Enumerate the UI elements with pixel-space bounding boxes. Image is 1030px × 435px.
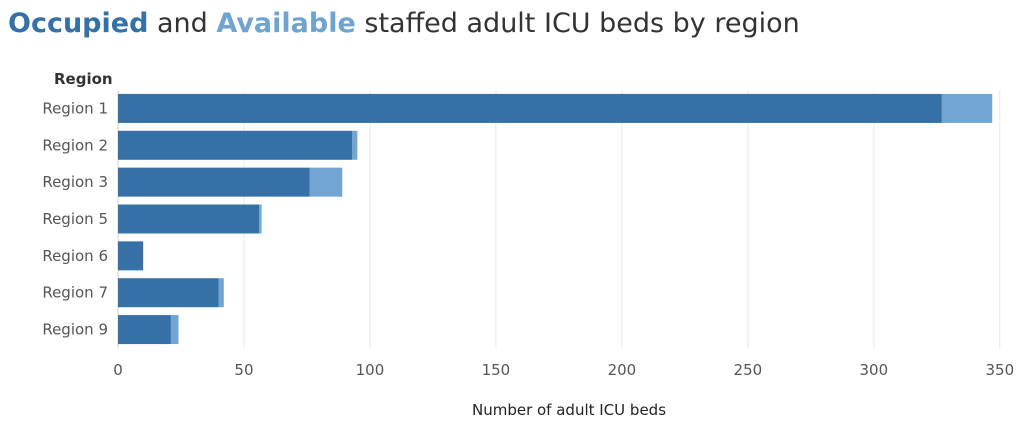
bar-available xyxy=(170,315,179,345)
y-tick-label: Region 6 xyxy=(42,247,108,265)
title-available-word: Available xyxy=(216,8,356,39)
bar-occupied xyxy=(118,241,144,271)
title-conjunction: and xyxy=(157,8,208,39)
x-axis-title: Number of adult ICU beds xyxy=(472,401,666,419)
y-axis-labels: Region 1 Region 2 Region 3 Region 5 Region 6… xyxy=(42,99,108,338)
y-tick-label: Region 5 xyxy=(42,210,108,228)
x-tick-label: 50 xyxy=(234,361,253,379)
bar-occupied xyxy=(118,93,942,123)
x-tick-label: 200 xyxy=(608,361,637,379)
bar-occupied xyxy=(118,315,171,345)
bar-occupied xyxy=(118,130,353,160)
x-tick-label: 150 xyxy=(482,361,511,379)
x-axis-ticks: 0 50 100 150 200 250 300 350 xyxy=(113,361,1014,379)
x-tick-label: 300 xyxy=(860,361,889,379)
bar-occupied xyxy=(118,278,219,308)
y-tick-label: Region 9 xyxy=(42,321,108,339)
title-occupied-word: Occupied xyxy=(8,8,149,39)
y-tick-label: Region 7 xyxy=(42,284,108,302)
y-tick-label: Region 3 xyxy=(42,173,108,191)
y-tick-label: Region 2 xyxy=(42,136,108,154)
bar-available xyxy=(309,167,343,197)
x-tick-label: 100 xyxy=(356,361,385,379)
y-axis-title: Region xyxy=(54,70,113,88)
bars xyxy=(118,93,993,345)
y-tick-label: Region 1 xyxy=(42,99,108,117)
bar-available xyxy=(259,204,262,234)
bar-available xyxy=(352,130,358,160)
bar-occupied xyxy=(118,204,260,234)
x-tick-label: 350 xyxy=(985,361,1014,379)
title-rest: staffed adult ICU beds by region xyxy=(364,8,800,39)
bar-available xyxy=(941,93,993,123)
bar-occupied xyxy=(118,167,310,197)
x-tick-label: 0 xyxy=(113,361,123,379)
bar-available xyxy=(218,278,224,308)
x-tick-label: 250 xyxy=(734,361,763,379)
chart-title: Occupied and Available staffed adult ICU… xyxy=(8,8,800,39)
